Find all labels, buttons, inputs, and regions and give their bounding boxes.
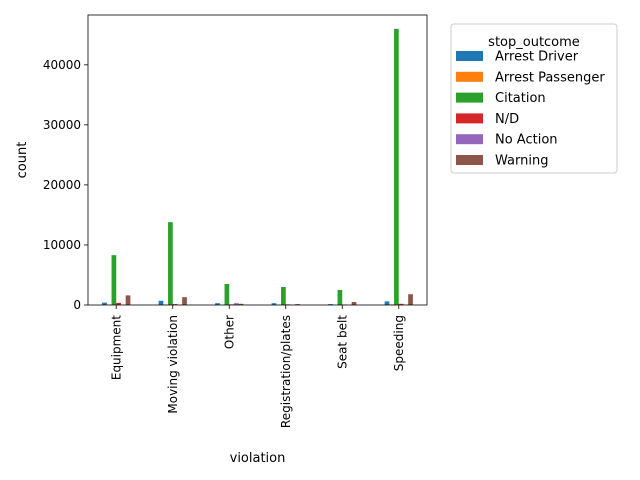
legend-entry-label: Arrest Passenger	[495, 70, 605, 85]
x-axis-ticks: Equipment Moving violation Other Registrati…	[109, 305, 406, 428]
legend-box	[450, 23, 618, 174]
legend-swatch	[456, 134, 483, 145]
bar-citation-moving-violation	[168, 222, 173, 305]
y-tick-label: 10000	[43, 238, 81, 252]
bar-warning-moving-violation	[182, 297, 187, 305]
x-tick-label: Seat belt	[335, 315, 349, 369]
y-tick-label: 30000	[43, 118, 81, 132]
bar-warning-other	[238, 303, 244, 305]
bar-citation-speeding	[394, 28, 399, 306]
y-tick-label: 20000	[43, 178, 81, 192]
legend: stop_outcome Arrest Driver Arrest Passeng…	[450, 23, 618, 174]
legend-swatch	[456, 92, 483, 103]
bar-arrest-driver-other	[215, 303, 220, 305]
bar-warning-seat-belt	[351, 302, 357, 305]
y-tick-label: 0	[73, 298, 81, 312]
x-tick-label: Moving violation	[166, 315, 180, 414]
x-axis-label: violation	[230, 451, 286, 466]
x-tick-label: Registration/plates	[279, 315, 293, 428]
bar-n-d-equipment	[116, 302, 121, 305]
legend-entry-label: No Action	[495, 133, 558, 148]
y-tick-label: 40000	[43, 58, 81, 72]
bar-n-d-moving-violation	[172, 304, 178, 305]
bar-n-d-speeding	[398, 303, 404, 305]
legend-swatch	[456, 113, 483, 124]
bar-citation-other	[224, 283, 230, 305]
bar-no-action-other	[233, 303, 239, 305]
legend-title: stop_outcome	[488, 35, 580, 50]
bar-warning-registration-plates	[295, 304, 300, 305]
bar-arrest-driver-moving-violation	[158, 300, 164, 305]
axes-layer	[87, 14, 428, 306]
plot-area-frame	[87, 14, 428, 306]
legend-entry-label: Arrest Driver	[495, 50, 579, 65]
y-axis-ticks: 0 10000 20000 30000 40000	[43, 58, 88, 312]
bar-warning-equipment	[125, 295, 131, 305]
bar-arrest-driver-speeding	[384, 301, 390, 305]
bar-citation-equipment	[111, 255, 117, 305]
x-tick-label: Other	[222, 315, 236, 349]
legend-entry-label: Warning	[495, 154, 548, 169]
x-tick-label: Equipment	[109, 315, 123, 380]
bar-arrest-driver-registration-plates	[271, 303, 277, 305]
legend-entry-label: Citation	[495, 91, 546, 106]
legend-swatch	[456, 51, 483, 61]
x-tick-label: Speeding	[392, 315, 406, 371]
bar-citation-registration-plates	[281, 286, 286, 305]
bar-warning-speeding	[408, 294, 413, 305]
legend-swatch	[456, 155, 483, 165]
legend-swatch	[456, 71, 483, 82]
legend-entry-label: N/D	[495, 112, 519, 127]
y-axis-label: count	[15, 142, 30, 179]
bar-citation-seat-belt	[337, 289, 343, 305]
bar-arrest-driver-equipment	[102, 302, 107, 305]
bars-layer	[102, 28, 413, 306]
bar-arrest-driver-seat-belt	[328, 304, 333, 305]
